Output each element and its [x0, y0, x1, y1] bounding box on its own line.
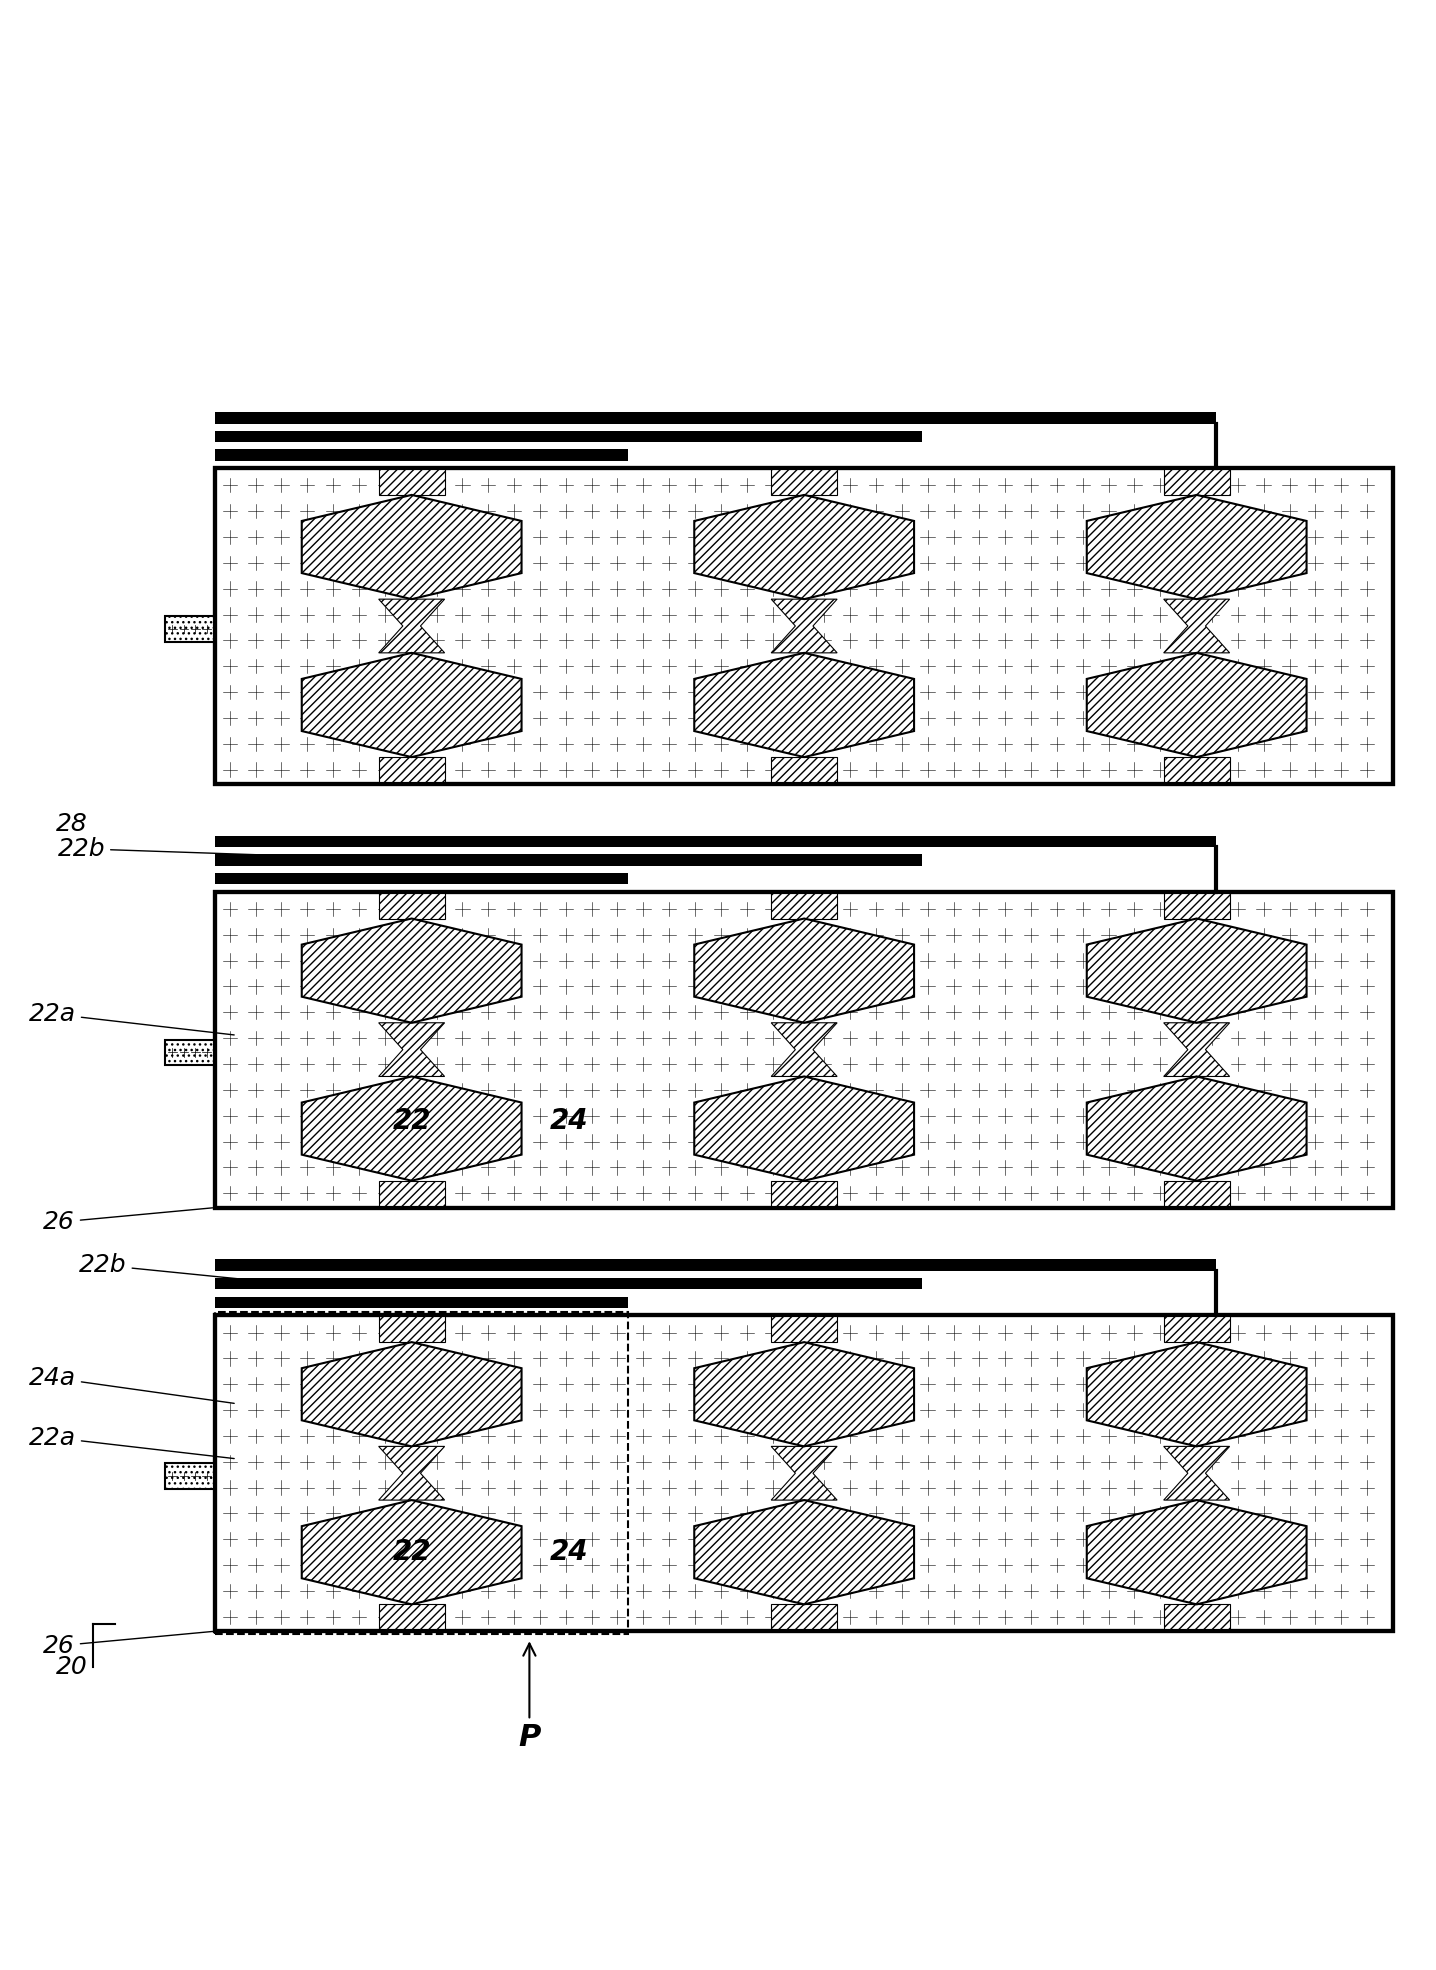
Bar: [215, 1316, 1393, 1631]
Bar: [215, 469, 1393, 784]
Polygon shape: [379, 1180, 445, 1208]
Polygon shape: [694, 1499, 915, 1604]
Polygon shape: [302, 918, 521, 1022]
Bar: [215, 892, 1393, 1208]
Bar: [215, 1279, 922, 1290]
Polygon shape: [1087, 918, 1307, 1022]
Bar: [215, 431, 922, 441]
Bar: [165, 1040, 215, 1066]
Text: 24: 24: [550, 1539, 587, 1566]
Polygon shape: [1163, 1022, 1229, 1076]
Polygon shape: [379, 1604, 445, 1631]
Text: 28: 28: [56, 812, 88, 835]
Polygon shape: [694, 494, 915, 599]
Polygon shape: [302, 494, 521, 599]
Polygon shape: [771, 599, 837, 652]
Polygon shape: [302, 652, 521, 756]
Polygon shape: [1163, 599, 1229, 652]
Polygon shape: [694, 918, 915, 1022]
Text: 24: 24: [550, 1107, 587, 1135]
Bar: [215, 449, 628, 461]
Polygon shape: [302, 1076, 521, 1180]
Polygon shape: [694, 1076, 915, 1180]
Bar: [165, 617, 215, 642]
Polygon shape: [771, 1446, 837, 1499]
Text: P: P: [518, 1643, 540, 1751]
Bar: [215, 1259, 1216, 1271]
Bar: [215, 1312, 628, 1633]
Polygon shape: [771, 1022, 837, 1076]
Bar: [215, 1296, 628, 1308]
Polygon shape: [771, 469, 837, 494]
Text: 26: 26: [43, 1208, 213, 1233]
Polygon shape: [1087, 1499, 1307, 1604]
Polygon shape: [1163, 1446, 1229, 1499]
Text: 22a: 22a: [29, 1003, 234, 1034]
Polygon shape: [379, 1316, 445, 1342]
Polygon shape: [1163, 1316, 1229, 1342]
Polygon shape: [1087, 1076, 1307, 1180]
Polygon shape: [1163, 756, 1229, 784]
Polygon shape: [694, 652, 915, 756]
Text: 22b: 22b: [57, 837, 284, 861]
Polygon shape: [1087, 1342, 1307, 1446]
Bar: [215, 873, 628, 885]
Polygon shape: [1163, 1604, 1229, 1631]
Polygon shape: [379, 599, 445, 652]
Polygon shape: [771, 756, 837, 784]
Text: 22b: 22b: [79, 1253, 284, 1282]
Bar: [165, 1464, 215, 1489]
Polygon shape: [1163, 469, 1229, 494]
Polygon shape: [771, 1604, 837, 1631]
Bar: [215, 412, 1216, 424]
Polygon shape: [771, 892, 837, 918]
Polygon shape: [1163, 892, 1229, 918]
Bar: [215, 855, 922, 865]
Polygon shape: [694, 1342, 915, 1446]
Bar: [215, 469, 1393, 784]
Polygon shape: [1087, 494, 1307, 599]
Bar: [215, 1316, 1393, 1631]
Text: 20: 20: [56, 1655, 88, 1678]
Polygon shape: [379, 1446, 445, 1499]
Bar: [215, 835, 1216, 847]
Polygon shape: [302, 1342, 521, 1446]
Bar: [215, 892, 1393, 1208]
Text: 22: 22: [392, 1539, 431, 1566]
Text: 26: 26: [43, 1631, 213, 1657]
Polygon shape: [771, 1316, 837, 1342]
Polygon shape: [1087, 652, 1307, 756]
Polygon shape: [302, 1499, 521, 1604]
Polygon shape: [379, 1022, 445, 1076]
Text: 22: 22: [392, 1107, 431, 1135]
Text: 24a: 24a: [29, 1365, 234, 1403]
Polygon shape: [379, 756, 445, 784]
Polygon shape: [1163, 1180, 1229, 1208]
Text: 22a: 22a: [29, 1426, 234, 1458]
Polygon shape: [771, 1180, 837, 1208]
Polygon shape: [379, 892, 445, 918]
Polygon shape: [379, 469, 445, 494]
